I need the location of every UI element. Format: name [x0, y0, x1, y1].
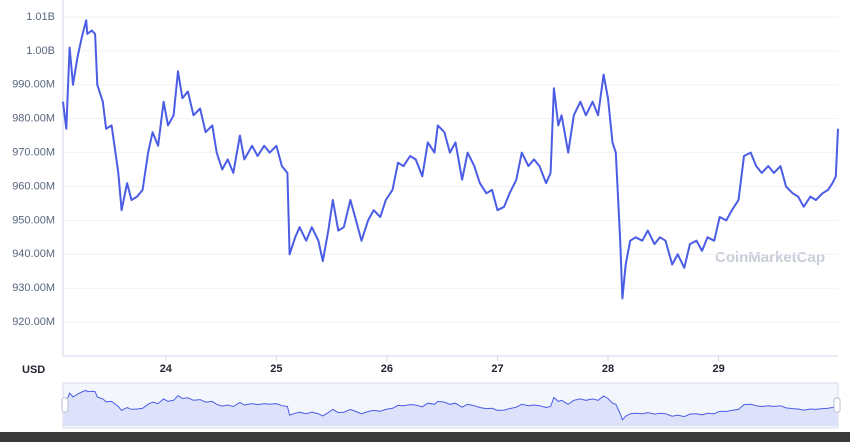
x-tick-label: 26 — [381, 363, 393, 375]
navigator-line — [62, 389, 839, 421]
x-tick-label: 27 — [491, 363, 503, 375]
y-tick-label: 950.00M — [12, 214, 55, 226]
currency-label: USD — [22, 364, 45, 376]
bottom-bar — [0, 432, 850, 442]
navigator-handle — [833, 397, 841, 413]
y-tick-label: 980.00M — [12, 113, 55, 125]
navigator-area — [63, 390, 838, 426]
y-tick-label: 940.00M — [12, 248, 55, 260]
y-tick-label: 1.01B — [26, 11, 55, 23]
x-tick-label: 24 — [160, 363, 173, 375]
x-tick-label: 29 — [712, 363, 724, 375]
y-tick-label: 970.00M — [12, 146, 55, 158]
y-tick-label: 1.00B — [26, 45, 55, 57]
y-tick-label: 990.00M — [12, 79, 55, 91]
y-tick-label: 960.00M — [12, 180, 55, 192]
y-tick-label: 930.00M — [12, 282, 55, 294]
navigator-handle — [61, 397, 69, 413]
x-tick-label: 28 — [602, 363, 614, 375]
watermark: CoinMarketCap — [715, 249, 825, 266]
y-tick-label: 920.00M — [12, 316, 55, 328]
x-tick-label: 25 — [270, 363, 282, 375]
line — [62, 19, 839, 300]
